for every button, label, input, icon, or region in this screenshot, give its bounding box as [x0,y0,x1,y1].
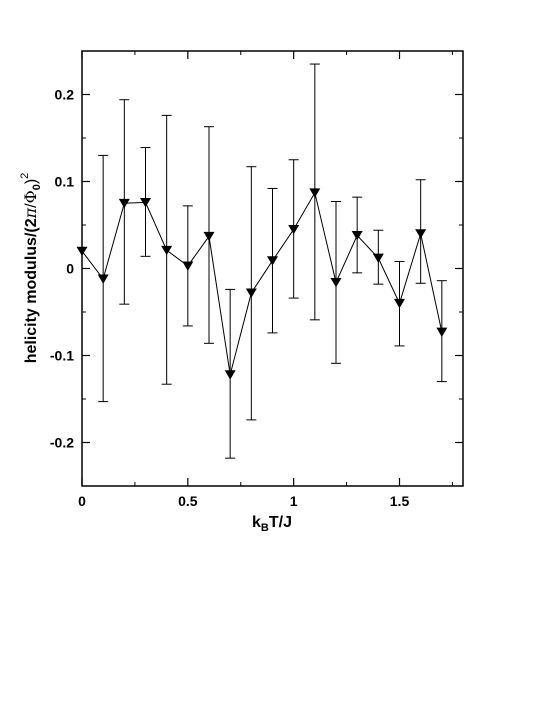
data-point [351,231,363,241]
data-point [436,327,448,337]
data-point [224,370,236,380]
data-point [140,197,151,208]
axis-ticks [81,50,463,487]
data-point [161,245,173,256]
y-tick-label: 0.1 [55,174,75,190]
data-point [245,288,257,298]
x-tick-label: 1.5 [390,493,410,509]
x-tick-label: 0.5 [178,493,198,509]
data-point [330,278,342,288]
x-tick-label: 0 [78,493,86,509]
y-tick-label: 0 [66,261,74,277]
data-markers [76,188,448,380]
data-point [372,253,384,264]
x-tick-label: 1 [290,493,298,509]
y-axis-title: helicity modulus/(2π/Φ0)2 [19,173,43,364]
data-point [203,231,215,242]
data-point [76,246,88,257]
data-point [309,188,321,198]
data-point [415,229,427,239]
x-axis-title: kBT/J [252,514,292,534]
data-point [394,298,405,309]
y-tick-label: -0.1 [50,348,74,364]
data-point [267,256,278,266]
error-bars [98,63,447,459]
y-tick-label: 0.2 [55,87,75,103]
data-point [97,274,109,284]
data-point [288,224,300,235]
data-point [118,198,130,209]
y-tick-label: -0.2 [50,435,74,451]
series-line [81,191,443,375]
data-point [182,261,194,271]
